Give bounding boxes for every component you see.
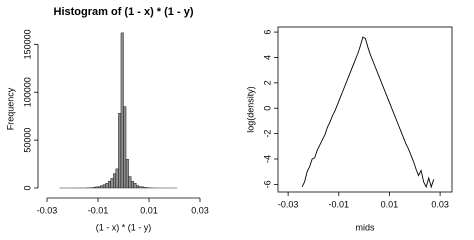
bar <box>105 183 109 189</box>
bar <box>130 181 134 189</box>
bar <box>113 173 117 189</box>
y-tick-label: -6 <box>262 180 272 188</box>
y-tick-label: 2 <box>262 80 272 85</box>
bar <box>123 106 127 189</box>
x-tick-label: -0.01 <box>329 199 350 209</box>
x-tick-label: 0.01 <box>381 199 399 209</box>
x-tick-label: -0.01 <box>88 205 109 215</box>
bar <box>118 113 122 189</box>
y-tick-label: 6 <box>262 30 272 35</box>
bar <box>102 184 106 189</box>
bar <box>133 183 137 189</box>
bar <box>95 186 99 189</box>
y-tick-label: -4 <box>262 155 272 163</box>
y-tick-label: 4 <box>262 55 272 60</box>
bar <box>120 32 124 189</box>
bar <box>115 168 119 189</box>
chart-title: Histogram of (1 - x) * (1 - y) <box>54 6 194 18</box>
x-axis-label: (1 - x) * (1 - y) <box>96 222 152 232</box>
bar <box>141 186 145 189</box>
y-tick-label: 0 <box>262 106 272 111</box>
x-tick-label: -0.03 <box>278 199 299 209</box>
bar <box>107 181 111 189</box>
plot-box <box>277 26 453 193</box>
bar <box>138 186 142 189</box>
y-tick-label: 0 <box>22 185 32 190</box>
y-axis-label: Frequency <box>5 87 15 130</box>
y-tick-label: 50000 <box>22 128 32 153</box>
bar <box>100 185 104 189</box>
y-tick-label: -2 <box>262 130 272 138</box>
bar <box>128 176 132 189</box>
x-tick-label: 0.03 <box>431 199 449 209</box>
x-axis-label: mids <box>355 222 375 232</box>
line <box>301 36 435 189</box>
y-axis-label: log(density) <box>245 86 255 133</box>
bar <box>92 187 96 189</box>
y-tick-label: 150000 <box>22 29 32 59</box>
x-tick-label: -0.03 <box>37 205 58 215</box>
bar <box>143 187 147 189</box>
x-tick-label: 0.01 <box>140 205 158 215</box>
bar <box>125 159 129 189</box>
x-tick-label: 0.03 <box>191 205 209 215</box>
y-tick-label: 100000 <box>22 77 32 107</box>
bar <box>97 186 101 189</box>
bar <box>136 185 139 189</box>
bar <box>110 178 114 189</box>
